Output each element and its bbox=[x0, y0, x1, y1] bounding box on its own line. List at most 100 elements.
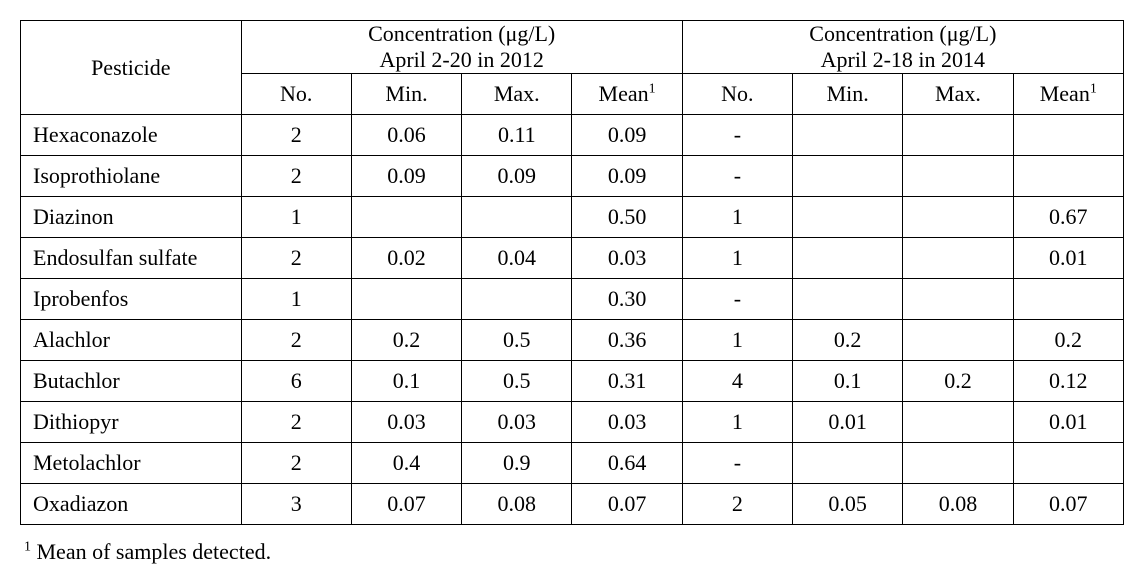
cell-y12-min: 0.07 bbox=[351, 484, 461, 525]
table-container: Pesticide Concentration (μg/L)April 2-20… bbox=[20, 20, 1124, 565]
cell-y14-mean: 0.01 bbox=[1013, 238, 1123, 279]
cell-y14-no: 2 bbox=[682, 484, 792, 525]
table-row: Dithiopyr20.030.030.0310.010.01 bbox=[21, 402, 1124, 443]
cell-pesticide: Alachlor bbox=[21, 320, 242, 361]
footnote-text: Mean of samples detected. bbox=[31, 539, 271, 564]
cell-y14-mean bbox=[1013, 156, 1123, 197]
footnote: 1 Mean of samples detected. bbox=[20, 539, 1124, 565]
cell-y12-mean: 0.50 bbox=[572, 197, 682, 238]
cell-y12-max bbox=[462, 279, 572, 320]
cell-y14-no: 1 bbox=[682, 402, 792, 443]
cell-y12-no: 6 bbox=[241, 361, 351, 402]
cell-pesticide: Diazinon bbox=[21, 197, 242, 238]
cell-y14-mean bbox=[1013, 279, 1123, 320]
cell-y14-min bbox=[793, 115, 903, 156]
cell-pesticide: Isoprothiolane bbox=[21, 156, 242, 197]
cell-y12-min: 0.1 bbox=[351, 361, 461, 402]
table-row: Isoprothiolane20.090.090.09- bbox=[21, 156, 1124, 197]
cell-pesticide: Hexaconazole bbox=[21, 115, 242, 156]
cell-y14-no: 4 bbox=[682, 361, 792, 402]
cell-y12-min bbox=[351, 197, 461, 238]
cell-y14-min bbox=[793, 279, 903, 320]
cell-y14-max bbox=[903, 279, 1013, 320]
cell-pesticide: Metolachlor bbox=[21, 443, 242, 484]
cell-y12-mean: 0.31 bbox=[572, 361, 682, 402]
table-row: Oxadiazon30.070.080.0720.050.080.07 bbox=[21, 484, 1124, 525]
cell-y14-min bbox=[793, 238, 903, 279]
cell-y14-max: 0.2 bbox=[903, 361, 1013, 402]
footnote-marker: 1 bbox=[24, 540, 31, 555]
cell-y14-mean: 0.2 bbox=[1013, 320, 1123, 361]
cell-y14-max bbox=[903, 197, 1013, 238]
cell-y12-min: 0.09 bbox=[351, 156, 461, 197]
cell-y14-min: 0.1 bbox=[793, 361, 903, 402]
cell-y12-min: 0.2 bbox=[351, 320, 461, 361]
cell-y14-min bbox=[793, 443, 903, 484]
cell-pesticide: Iprobenfos bbox=[21, 279, 242, 320]
table-row: Hexaconazole20.060.110.09- bbox=[21, 115, 1124, 156]
table-row: Endosulfan sulfate20.020.040.0310.01 bbox=[21, 238, 1124, 279]
cell-y12-max: 0.09 bbox=[462, 156, 572, 197]
cell-y14-mean: 0.67 bbox=[1013, 197, 1123, 238]
cell-y12-max: 0.5 bbox=[462, 320, 572, 361]
header-mean-2012: Mean1 bbox=[572, 74, 682, 115]
header-group-2014: Concentration (μg/L)April 2-18 in 2014 bbox=[682, 21, 1123, 74]
cell-y12-no: 2 bbox=[241, 443, 351, 484]
cell-y12-min: 0.4 bbox=[351, 443, 461, 484]
table-body: Hexaconazole20.060.110.09-Isoprothiolane… bbox=[21, 115, 1124, 525]
cell-y14-mean: 0.12 bbox=[1013, 361, 1123, 402]
cell-y12-mean: 0.09 bbox=[572, 115, 682, 156]
cell-y14-no: - bbox=[682, 443, 792, 484]
cell-y14-no: - bbox=[682, 115, 792, 156]
cell-y12-mean: 0.03 bbox=[572, 238, 682, 279]
cell-y14-mean bbox=[1013, 443, 1123, 484]
cell-y14-min: 0.05 bbox=[793, 484, 903, 525]
cell-y12-no: 2 bbox=[241, 320, 351, 361]
cell-y12-no: 2 bbox=[241, 238, 351, 279]
cell-pesticide: Oxadiazon bbox=[21, 484, 242, 525]
cell-y12-min: 0.06 bbox=[351, 115, 461, 156]
cell-y14-min: 0.01 bbox=[793, 402, 903, 443]
table-row: Metolachlor20.40.90.64- bbox=[21, 443, 1124, 484]
cell-y12-max: 0.5 bbox=[462, 361, 572, 402]
cell-y14-max bbox=[903, 115, 1013, 156]
cell-y12-mean: 0.09 bbox=[572, 156, 682, 197]
cell-y12-no: 2 bbox=[241, 402, 351, 443]
cell-pesticide: Endosulfan sulfate bbox=[21, 238, 242, 279]
header-max-2012: Max. bbox=[462, 74, 572, 115]
cell-y12-max: 0.03 bbox=[462, 402, 572, 443]
header-min-2012: Min. bbox=[351, 74, 461, 115]
header-pesticide: Pesticide bbox=[21, 21, 242, 115]
table-row: Iprobenfos10.30- bbox=[21, 279, 1124, 320]
cell-y14-max bbox=[903, 156, 1013, 197]
header-min-2014: Min. bbox=[793, 74, 903, 115]
pesticide-table: Pesticide Concentration (μg/L)April 2-20… bbox=[20, 20, 1124, 525]
cell-y12-max bbox=[462, 197, 572, 238]
cell-y14-no: 1 bbox=[682, 238, 792, 279]
cell-y12-mean: 0.07 bbox=[572, 484, 682, 525]
cell-y14-max: 0.08 bbox=[903, 484, 1013, 525]
cell-y14-min bbox=[793, 156, 903, 197]
table-row: Butachlor60.10.50.3140.10.20.12 bbox=[21, 361, 1124, 402]
cell-y12-no: 1 bbox=[241, 279, 351, 320]
cell-y14-mean bbox=[1013, 115, 1123, 156]
header-no-2012: No. bbox=[241, 74, 351, 115]
cell-y12-no: 3 bbox=[241, 484, 351, 525]
cell-y12-max: 0.11 bbox=[462, 115, 572, 156]
cell-y14-mean: 0.01 bbox=[1013, 402, 1123, 443]
header-group-2012: Concentration (μg/L)April 2-20 in 2012 bbox=[241, 21, 682, 74]
cell-y12-mean: 0.03 bbox=[572, 402, 682, 443]
cell-y14-mean: 0.07 bbox=[1013, 484, 1123, 525]
cell-y14-no: - bbox=[682, 156, 792, 197]
cell-y12-min bbox=[351, 279, 461, 320]
table-row: Alachlor20.20.50.3610.20.2 bbox=[21, 320, 1124, 361]
header-max-2014: Max. bbox=[903, 74, 1013, 115]
cell-y12-max: 0.9 bbox=[462, 443, 572, 484]
cell-y14-min bbox=[793, 197, 903, 238]
cell-y12-max: 0.08 bbox=[462, 484, 572, 525]
cell-y12-max: 0.04 bbox=[462, 238, 572, 279]
cell-y14-max bbox=[903, 443, 1013, 484]
header-no-2014: No. bbox=[682, 74, 792, 115]
cell-y14-max bbox=[903, 402, 1013, 443]
cell-y14-no: 1 bbox=[682, 320, 792, 361]
